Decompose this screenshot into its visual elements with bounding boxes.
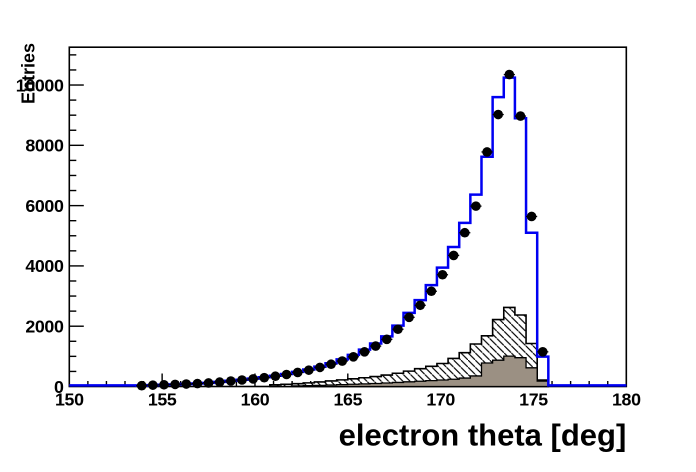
- svg-text:180: 180: [612, 390, 641, 410]
- svg-text:10000: 10000: [16, 75, 64, 95]
- svg-text:175: 175: [519, 390, 548, 410]
- svg-text:4000: 4000: [25, 256, 64, 276]
- svg-text:electron theta [deg]: electron theta [deg]: [339, 418, 627, 453]
- svg-text:6000: 6000: [25, 196, 64, 216]
- svg-text:150: 150: [55, 390, 84, 410]
- svg-text:170: 170: [426, 390, 455, 410]
- svg-text:155: 155: [148, 390, 177, 410]
- svg-text:0: 0: [54, 377, 64, 397]
- svg-text:160: 160: [241, 390, 270, 410]
- svg-text:8000: 8000: [25, 136, 64, 156]
- svg-text:Entries: Entries: [19, 43, 39, 104]
- svg-text:165: 165: [333, 390, 362, 410]
- svg-text:2000: 2000: [25, 317, 64, 337]
